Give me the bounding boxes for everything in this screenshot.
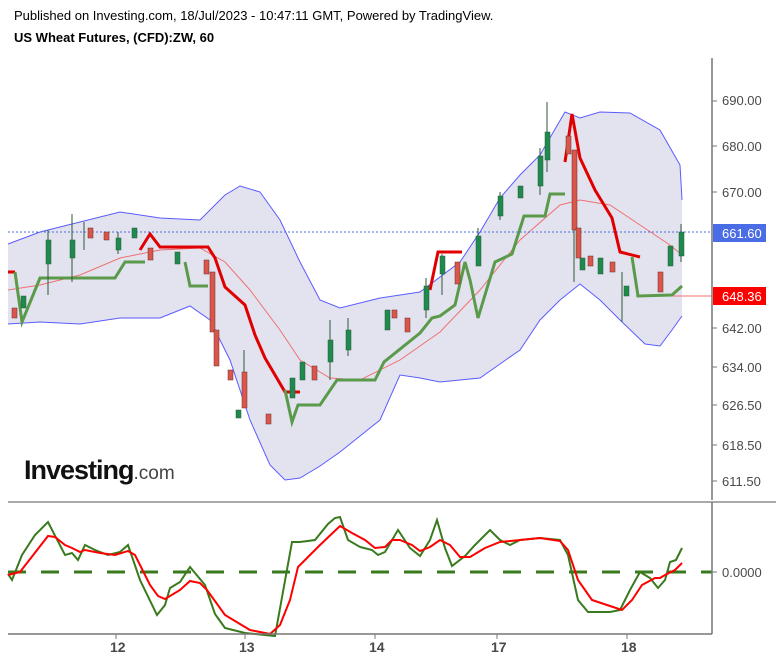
svg-text:618.50: 618.50 — [722, 438, 762, 453]
oscillator-fast-line — [7, 515, 683, 638]
price-axis: 690.00 680.00 670.00 642.00 634.00 626.5… — [712, 93, 762, 489]
oscillator-slow-line — [7, 524, 683, 636]
published-caption: Published on Investing.com, 18/Jul/2023 … — [14, 8, 494, 23]
svg-text:18: 18 — [621, 639, 637, 655]
svg-text:12: 12 — [110, 639, 126, 655]
svg-text:611.50: 611.50 — [722, 474, 761, 489]
bollinger-lower-line — [7, 283, 683, 481]
bollinger-band-fill — [8, 112, 682, 480]
svg-text:690.00: 690.00 — [722, 93, 762, 108]
svg-text:626.50: 626.50 — [722, 398, 762, 413]
svg-text:14: 14 — [369, 639, 385, 655]
symbol-title: US Wheat Futures, (CFD):ZW, 60 — [14, 30, 215, 45]
time-axis: 12 13 14 17 18 — [110, 634, 637, 655]
last-price-badge: 661.60 — [713, 224, 766, 242]
investing-logo: Investing.com — [24, 455, 175, 485]
svg-text:634.00: 634.00 — [722, 360, 762, 375]
svg-text:642.00: 642.00 — [722, 321, 762, 336]
svg-text:17: 17 — [491, 639, 507, 655]
svg-text:648.36: 648.36 — [722, 289, 762, 304]
candles — [11, 102, 685, 425]
supertrend-green-line — [13, 192, 684, 428]
svg-text:13: 13 — [239, 639, 255, 655]
bollinger-upper-line — [7, 111, 683, 309]
svg-text:661.60: 661.60 — [722, 226, 762, 241]
svg-text:670.00: 670.00 — [722, 185, 762, 200]
stop-price-badge: 648.36 — [713, 287, 766, 305]
svg-text:680.00: 680.00 — [722, 139, 762, 154]
oscillator-axis-label: 0.0000 — [722, 565, 762, 580]
supertrend-red-line — [8, 113, 641, 394]
